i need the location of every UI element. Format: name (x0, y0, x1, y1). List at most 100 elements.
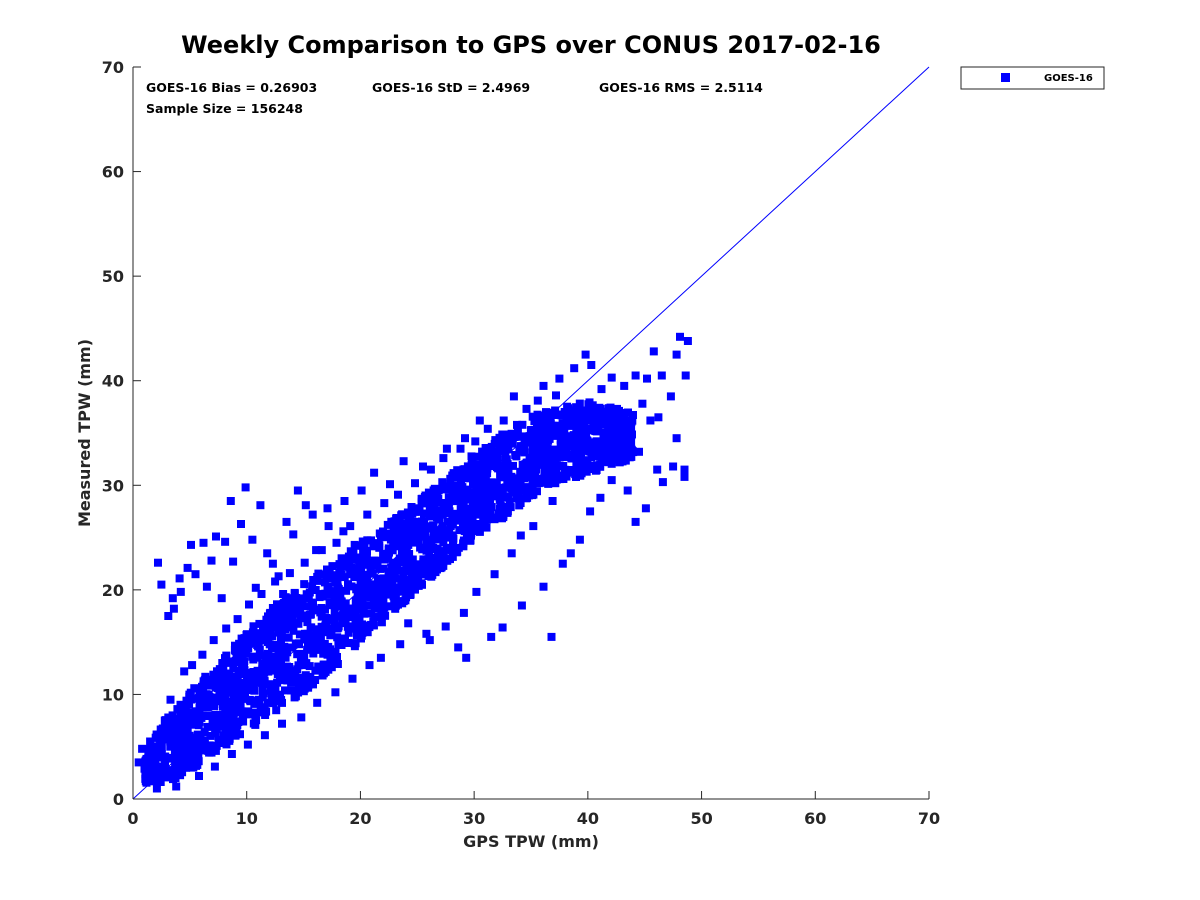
data-point (510, 488, 519, 497)
data-point (252, 716, 261, 725)
data-point (573, 413, 582, 422)
data-point (627, 423, 636, 432)
data-point (248, 680, 257, 689)
data-point (176, 700, 185, 709)
data-point (245, 639, 254, 648)
data-point (627, 439, 636, 448)
data-point (552, 466, 561, 475)
data-point (498, 623, 507, 632)
one-to-one-reference-line (132, 66, 930, 800)
data-point (347, 564, 356, 572)
data-point (183, 563, 192, 572)
data-point (153, 733, 162, 741)
data-point (398, 510, 407, 519)
data-point (431, 568, 440, 577)
data-point (672, 350, 681, 359)
data-point (479, 517, 488, 526)
data-point (607, 476, 616, 485)
data-point (469, 467, 478, 476)
data-point (584, 425, 593, 433)
data-point (324, 665, 333, 674)
data-point (323, 565, 331, 574)
data-point (346, 547, 355, 556)
data-point (489, 485, 498, 494)
data-point (629, 411, 637, 419)
data-point (413, 560, 422, 569)
data-point (284, 633, 293, 642)
data-point (170, 732, 179, 741)
data-point (390, 568, 399, 577)
data-point (300, 558, 309, 567)
data-point (405, 530, 414, 538)
data-point (460, 527, 469, 536)
data-point (227, 729, 236, 738)
data-point (224, 658, 233, 667)
data-point (191, 707, 200, 716)
data-point (274, 628, 283, 637)
data-point (281, 666, 290, 675)
data-point (360, 609, 369, 618)
data-point (409, 571, 418, 580)
data-point (260, 703, 269, 712)
data-point (252, 634, 261, 643)
data-point (489, 451, 498, 460)
data-point (154, 558, 162, 567)
data-point (517, 601, 526, 610)
data-point (455, 516, 464, 525)
data-point (248, 628, 257, 637)
data-point (201, 712, 210, 720)
data-point (216, 712, 225, 721)
data-point (187, 719, 196, 728)
data-point (203, 722, 212, 731)
data-point (495, 494, 504, 503)
data-point (277, 675, 286, 684)
data-point (185, 698, 194, 707)
data-point (217, 672, 226, 680)
data-point (357, 564, 366, 572)
data-point (194, 684, 203, 693)
data-point (281, 686, 289, 695)
data-point (209, 636, 218, 645)
data-point (607, 432, 616, 441)
data-point (303, 618, 312, 627)
data-point (625, 446, 634, 455)
data-point (552, 391, 560, 400)
data-point (428, 554, 437, 562)
data-point (503, 431, 512, 440)
data-point (520, 436, 529, 445)
data-point (676, 332, 684, 341)
data-point (341, 607, 350, 616)
data-point (560, 425, 569, 434)
data-point (540, 469, 549, 477)
data-point (318, 671, 327, 680)
data-point (490, 459, 499, 468)
data-point (369, 542, 378, 551)
data-point (264, 621, 272, 630)
data-point (179, 717, 188, 726)
data-point (384, 602, 393, 611)
data-point (295, 607, 304, 616)
data-point (513, 425, 522, 434)
data-point (420, 569, 429, 578)
legend-marker-icon (1001, 73, 1010, 82)
data-point (604, 458, 613, 467)
data-point (509, 461, 517, 470)
data-point (268, 559, 277, 568)
data-point (193, 719, 202, 728)
data-point (516, 477, 525, 486)
data-point (404, 518, 413, 526)
data-point (222, 697, 231, 706)
data-point (524, 484, 533, 493)
data-point (491, 489, 500, 498)
data-point (505, 480, 514, 489)
data-point (504, 445, 513, 454)
data-point (258, 686, 267, 695)
data-point (424, 561, 433, 570)
data-point (507, 429, 516, 438)
data-point (601, 428, 610, 437)
data-point (456, 444, 465, 453)
data-point (351, 596, 360, 605)
data-point (519, 486, 528, 495)
data-point (459, 608, 468, 617)
data-point (680, 472, 689, 481)
